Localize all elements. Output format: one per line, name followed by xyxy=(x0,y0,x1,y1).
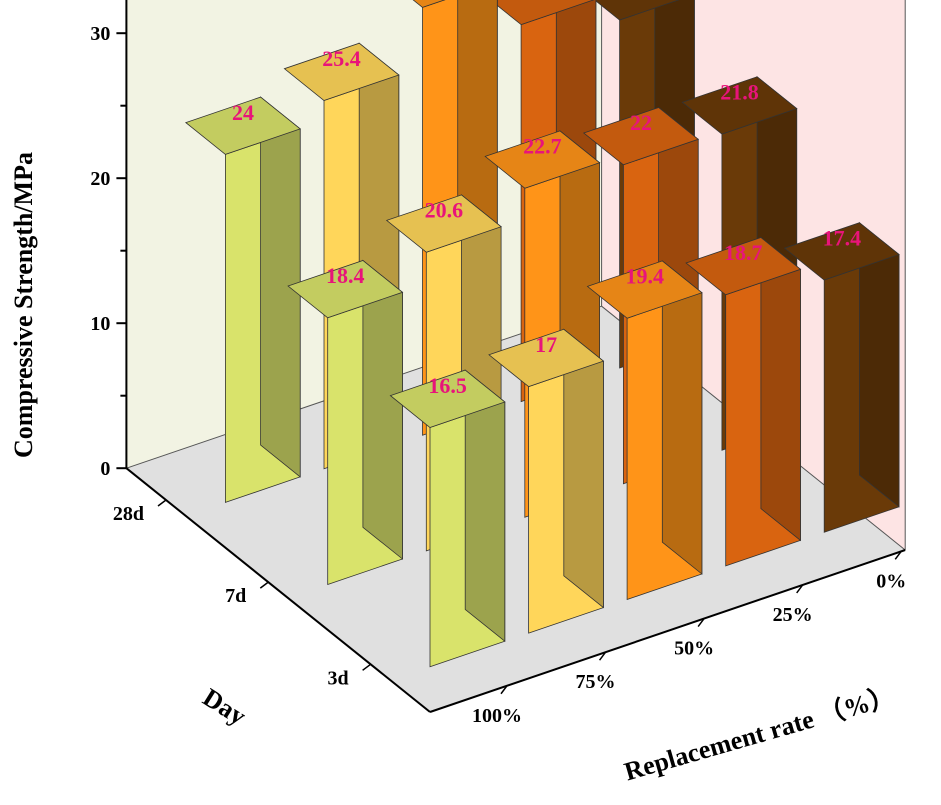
value-label: 17.4 xyxy=(823,225,862,250)
x-tick-mark xyxy=(796,584,804,594)
bar-top-face xyxy=(783,222,900,281)
bar-top-face xyxy=(488,328,605,388)
value-label: 24 xyxy=(232,100,254,125)
bar-side-face xyxy=(760,236,801,542)
bar-top-face xyxy=(594,0,680,21)
bar-top-face xyxy=(184,96,302,155)
z-axis-line xyxy=(125,467,431,713)
bar-3d-0pct xyxy=(783,221,900,533)
bar-top-face xyxy=(484,130,601,189)
value-label: 19.4 xyxy=(625,264,664,289)
y-tick-label: 0 xyxy=(100,458,110,480)
bar-top-face xyxy=(685,237,802,296)
bar-side-face xyxy=(362,259,403,560)
value-label: 20.6 xyxy=(425,198,464,223)
bar-top-face xyxy=(389,369,506,428)
x-tick-label: 75% xyxy=(576,671,616,693)
z-tick-label: 3d xyxy=(327,667,348,689)
value-labels: 242629.525.42421.82222.720.618.417.418.7… xyxy=(232,46,862,398)
bars xyxy=(184,0,900,668)
bar-3d-50pct xyxy=(586,260,703,601)
value-label: 25.4 xyxy=(322,46,361,71)
bar-top-face xyxy=(287,260,404,319)
z-axis-title: Day xyxy=(198,683,251,731)
value-label: 21.8 xyxy=(720,79,759,104)
x-tick-mark xyxy=(697,618,705,627)
y-tick-label: 20 xyxy=(90,168,110,190)
x-axis-title: Replacement rate （%） xyxy=(621,681,898,786)
bar-top-face xyxy=(582,107,700,166)
z-tick-mark xyxy=(157,499,167,507)
bar-3d-75pct xyxy=(488,328,605,634)
x-tick-mark xyxy=(500,685,508,695)
x-tick-label: 0% xyxy=(876,570,906,592)
bar-3d-25pct xyxy=(685,236,802,567)
x-tick-mark xyxy=(598,651,607,661)
x-tick-label: 50% xyxy=(674,638,714,660)
value-label: 18.4 xyxy=(326,263,365,288)
bar-3d-100pct xyxy=(389,369,506,668)
value-label: 17 xyxy=(535,332,557,357)
bar-7d-100pct xyxy=(287,259,404,586)
x-tick-label: 25% xyxy=(773,604,813,626)
value-label: 22.7 xyxy=(523,134,562,159)
floor xyxy=(126,306,906,712)
z-tick-mark xyxy=(259,581,269,589)
x-tick-label: 100% xyxy=(472,705,522,727)
z-tick-label: 7d xyxy=(225,585,246,607)
y-axis: 010203040 xyxy=(90,0,128,480)
z-tick-label: 28d xyxy=(113,503,144,525)
bar-28d-100pct xyxy=(184,96,302,503)
bar-top-face xyxy=(681,76,798,135)
bar-top-face xyxy=(586,260,703,319)
value-label: 22 xyxy=(630,110,652,135)
y-tick-label: 10 xyxy=(90,313,110,335)
bar-top-face xyxy=(412,0,446,8)
x-tick-mark xyxy=(894,550,902,560)
y-axis-title: Compressive Strength/MPa xyxy=(9,152,38,458)
x-axis-line xyxy=(429,549,906,713)
value-label: 18.7 xyxy=(724,240,763,265)
y-tick-label: 30 xyxy=(90,23,110,45)
category-ticks: 100% 75% 50% 25% 0% 28d 7d 3d xyxy=(113,499,906,727)
bar-top-face xyxy=(385,194,502,253)
z-tick-mark xyxy=(362,663,372,671)
bar-top-face xyxy=(283,42,400,101)
bar-side-face xyxy=(661,260,703,575)
value-label: 16.5 xyxy=(428,373,467,398)
